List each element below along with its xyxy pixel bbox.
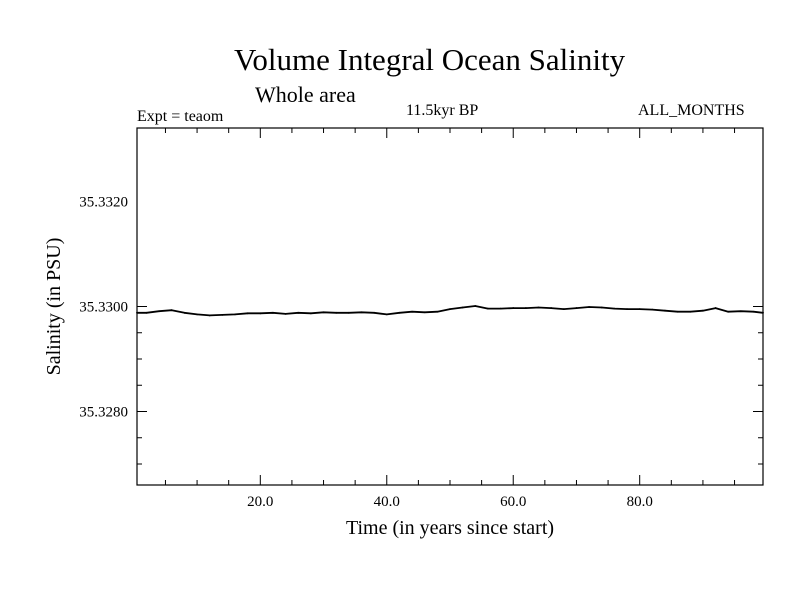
months-label: ALL_MONTHS bbox=[638, 102, 745, 119]
data-point bbox=[739, 310, 742, 313]
data-point bbox=[423, 311, 426, 314]
data-point bbox=[689, 310, 692, 313]
plot-frame bbox=[136, 127, 764, 486]
data-point bbox=[322, 311, 325, 314]
data-point bbox=[474, 305, 477, 307]
data-point bbox=[234, 313, 236, 316]
data-point bbox=[651, 308, 654, 311]
data-point bbox=[170, 309, 173, 312]
data-point bbox=[272, 311, 274, 314]
data-point bbox=[284, 312, 287, 315]
x-tick-label: 60.0 bbox=[500, 494, 526, 510]
data-point bbox=[347, 311, 350, 314]
x-tick-label: 40.0 bbox=[374, 494, 400, 510]
data-point bbox=[309, 312, 312, 315]
data-point bbox=[702, 309, 704, 312]
y-tick-label: 35.3300 bbox=[79, 300, 128, 316]
data-point bbox=[575, 307, 578, 309]
data-point bbox=[461, 306, 464, 309]
tick-marks bbox=[137, 128, 763, 485]
data-point bbox=[600, 306, 603, 309]
data-point bbox=[297, 311, 300, 314]
x-tick-label: 80.0 bbox=[627, 494, 653, 510]
data-point bbox=[588, 306, 591, 308]
data-point bbox=[562, 308, 565, 311]
chart-title: Volume Integral Ocean Salinity bbox=[234, 42, 626, 77]
data-point bbox=[727, 310, 730, 313]
series-group bbox=[136, 305, 764, 317]
data-point bbox=[626, 308, 628, 311]
data-point bbox=[335, 311, 338, 314]
data-point bbox=[487, 307, 489, 310]
data-point bbox=[676, 310, 679, 313]
data-point bbox=[524, 307, 527, 309]
y-tick-label: 35.3280 bbox=[79, 405, 128, 421]
experiment-label: Expt = teaom bbox=[137, 108, 224, 125]
data-point bbox=[436, 310, 439, 313]
data-point bbox=[246, 312, 249, 315]
data-point bbox=[762, 311, 764, 314]
chart-subtitle: Whole area bbox=[255, 82, 356, 107]
data-point bbox=[221, 314, 224, 316]
data-point bbox=[259, 312, 262, 315]
data-point bbox=[145, 311, 148, 314]
series-line bbox=[137, 305, 764, 317]
data-point bbox=[136, 311, 138, 314]
data-point bbox=[550, 307, 553, 309]
y-axis-label: Salinity (in PSU) bbox=[43, 238, 65, 376]
data-point bbox=[208, 314, 211, 317]
data-point bbox=[360, 311, 363, 314]
data-point bbox=[752, 310, 755, 313]
data-point bbox=[664, 309, 666, 312]
data-point bbox=[196, 313, 198, 316]
x-axis-label: Time (in years since start) bbox=[346, 517, 554, 539]
data-point bbox=[499, 307, 502, 310]
data-point bbox=[613, 307, 616, 310]
data-point bbox=[158, 310, 161, 313]
period-label: 11.5kyr BP bbox=[406, 102, 479, 119]
data-point bbox=[411, 310, 413, 313]
y-tick-label: 35.3320 bbox=[79, 195, 128, 211]
data-point bbox=[638, 308, 641, 311]
data-point bbox=[714, 307, 717, 309]
tick-labels: 20.0 40.0 60.0 80.0 35.3280 35.3300 35.3320 bbox=[79, 195, 653, 511]
x-tick-label: 20.0 bbox=[247, 494, 273, 510]
data-point bbox=[398, 311, 401, 314]
data-point bbox=[512, 307, 515, 309]
data-point bbox=[537, 306, 540, 309]
data-point bbox=[449, 308, 451, 311]
data-point bbox=[373, 311, 376, 314]
data-point bbox=[183, 311, 186, 314]
data-point bbox=[385, 313, 388, 316]
